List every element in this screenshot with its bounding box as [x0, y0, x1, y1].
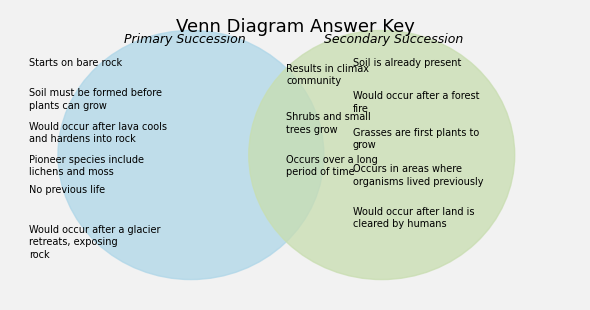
Text: Occurs in areas where
organisms lived previously: Occurs in areas where organisms lived pr…: [353, 164, 483, 187]
Text: Grasses are first plants to
grow: Grasses are first plants to grow: [353, 128, 479, 150]
Text: Would occur after lava cools
and hardens into rock: Would occur after lava cools and hardens…: [29, 122, 167, 144]
Ellipse shape: [249, 30, 514, 280]
Text: No previous life: No previous life: [29, 185, 105, 195]
Text: Secondary Succession: Secondary Succession: [324, 33, 463, 46]
Text: Shrubs and small
trees grow: Shrubs and small trees grow: [286, 113, 371, 135]
Text: Primary Succession: Primary Succession: [124, 33, 246, 46]
Text: Starts on bare rock: Starts on bare rock: [29, 58, 122, 68]
Text: Results in climax
community: Results in climax community: [286, 64, 369, 86]
Text: Would occur after a forest
fire: Would occur after a forest fire: [353, 91, 479, 113]
Text: Venn Diagram Answer Key: Venn Diagram Answer Key: [176, 18, 414, 36]
Text: Occurs over a long
period of time: Occurs over a long period of time: [286, 155, 378, 177]
Text: Would occur after a glacier
retreats, exposing
rock: Would occur after a glacier retreats, ex…: [29, 225, 160, 260]
Ellipse shape: [58, 30, 324, 280]
Text: Would occur after land is
cleared by humans: Would occur after land is cleared by hum…: [353, 207, 474, 229]
Text: Pioneer species include
lichens and moss: Pioneer species include lichens and moss: [29, 155, 144, 177]
Text: Soil is already present: Soil is already present: [353, 58, 461, 68]
Text: Soil must be formed before
plants can grow: Soil must be formed before plants can gr…: [29, 88, 162, 111]
